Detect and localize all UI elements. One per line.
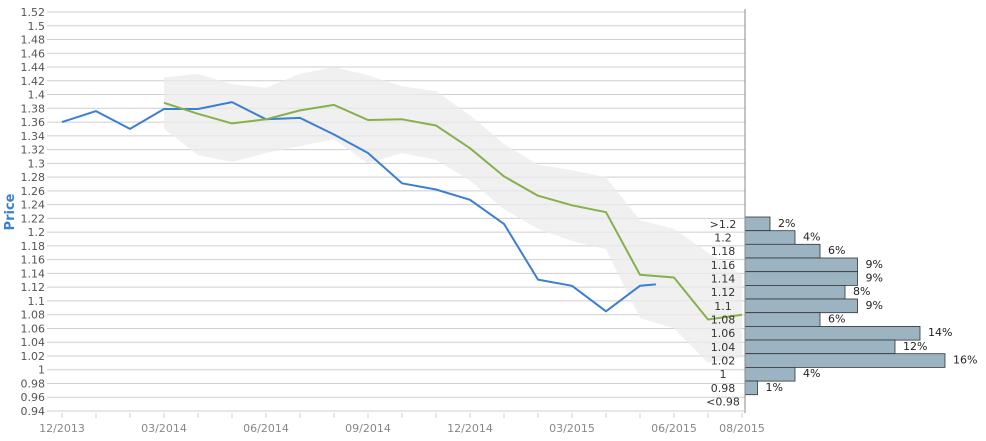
- y-tick-label: 1.18: [21, 240, 46, 253]
- y-tick-label: 1.34: [21, 130, 46, 143]
- forecast-band-layer: [164, 67, 742, 363]
- histogram-percent-label: 2%: [778, 217, 795, 230]
- histogram-percent-label: 9%: [866, 299, 883, 312]
- y-tick-label: 1.38: [21, 102, 46, 115]
- series-line-actual: [61, 101, 656, 313]
- histogram-bin-label: 1.16: [711, 259, 736, 272]
- y-tick-label: 1.46: [21, 47, 46, 60]
- histogram-percent-label: 4%: [803, 231, 820, 244]
- x-tick-label: 06/2014: [243, 422, 289, 435]
- y-tick-label: 1.02: [21, 350, 46, 363]
- series-line-forecast: [163, 101, 743, 321]
- y-tick-label: 1.52: [21, 6, 46, 19]
- histogram-percent-label: 9%: [866, 272, 883, 285]
- histogram-bar: [744, 271, 858, 286]
- y-tick-label: 1.06: [21, 322, 46, 335]
- y-tick-label: 1.1: [28, 295, 46, 308]
- y-tick-label: 1.2: [28, 226, 46, 239]
- histogram-percent-label: 4%: [803, 367, 820, 380]
- histogram-bin-label: 1.04: [711, 341, 736, 354]
- histogram-bin-label: 0.98: [711, 382, 736, 395]
- y-tick-label: 1.26: [21, 185, 46, 198]
- histogram-bin-label: 1.1: [714, 300, 732, 313]
- y-tick-label: 1.4: [28, 89, 46, 102]
- x-tick-label: 12/2013: [39, 422, 85, 435]
- histogram-percent-label: 1%: [766, 381, 783, 394]
- y-tick-label: 1: [38, 364, 45, 377]
- x-tick-label: 06/2015: [651, 422, 697, 435]
- y-axis-label: Price: [3, 193, 18, 230]
- y-tick-label: 1.48: [21, 34, 46, 47]
- histogram-layer: >1.2 2% 1.2 4% 1.18 6% 1.16 9% 1.14 9% 1.12 8% 1.1 9%…: [706, 216, 977, 409]
- forecast-band: [164, 67, 742, 363]
- histogram-percent-label: 16%: [953, 354, 977, 367]
- histogram-bar: [744, 380, 758, 396]
- histogram-bar: [744, 243, 821, 259]
- histogram-bin-label: >1.2: [710, 218, 737, 231]
- histogram-bar: [744, 353, 946, 368]
- x-tick-label: 03/2015: [549, 422, 595, 435]
- y-tick-label: 1.32: [21, 144, 46, 157]
- histogram-bin-label: 1.02: [711, 355, 736, 368]
- y-tick-label: 1.24: [21, 199, 46, 212]
- histogram-bin-label: 1.08: [711, 314, 736, 327]
- x-tick-label: 09/2014: [345, 422, 391, 435]
- histogram-percent-label: 6%: [828, 313, 845, 326]
- series-layer: [61, 101, 743, 321]
- x-tick-label: 08/2015: [719, 422, 765, 435]
- histogram-bar: [744, 366, 796, 382]
- x-tick-label: 03/2014: [141, 422, 187, 435]
- histogram-percent-label: 12%: [903, 340, 927, 353]
- histogram-bin-label: 1.2: [714, 232, 732, 245]
- y-tick-label: 0.96: [21, 391, 46, 404]
- histogram-percent-label: 6%: [828, 244, 845, 257]
- histogram-bar: [744, 312, 821, 327]
- y-tick-label: 1.22: [21, 212, 46, 225]
- histogram-bar: [744, 216, 771, 232]
- histogram-percent-label: 9%: [866, 258, 883, 271]
- y-tick-label: 1.04: [21, 336, 46, 349]
- y-tick-label: 1.14: [21, 267, 46, 280]
- histogram-bar: [744, 284, 846, 300]
- y-tick-label: 1.16: [21, 254, 46, 267]
- histogram-bin-label: 1.12: [711, 286, 736, 299]
- histogram-bin-label: 1.06: [711, 327, 736, 340]
- y-tick-label: 1.5: [28, 20, 46, 33]
- histogram-percent-label: 8%: [853, 285, 870, 298]
- grid-layer: [47, 11, 745, 412]
- histogram-bar: [744, 325, 921, 341]
- y-tick-label: 1.42: [21, 75, 46, 88]
- histogram-bin-label: <0.98: [706, 396, 740, 409]
- y-tick-label: 1.44: [21, 61, 46, 74]
- histogram-bin-label: 1.18: [711, 245, 736, 258]
- histogram-percent-label: 14%: [928, 326, 952, 339]
- histogram-bar: [744, 298, 858, 314]
- y-tick-label: 1.36: [21, 116, 46, 129]
- y-tick-label: 1.12: [21, 281, 46, 294]
- y-tick-label: 0.94: [21, 405, 46, 418]
- histogram-bin-label: 1: [720, 368, 727, 381]
- axis-layer: 1.521.51.481.461.441.421.41.381.361.341.…: [21, 6, 765, 435]
- x-tick-label: 12/2014: [447, 422, 493, 435]
- histogram-bin-label: 1.14: [711, 273, 736, 286]
- y-tick-label: 1.3: [28, 157, 46, 170]
- y-tick-label: 0.98: [21, 377, 46, 390]
- histogram-bar: [744, 230, 796, 245]
- y-tick-label: 1.08: [21, 309, 46, 322]
- y-tick-label: 1.28: [21, 171, 46, 184]
- histogram-bar: [744, 339, 896, 355]
- histogram-bar: [744, 257, 858, 273]
